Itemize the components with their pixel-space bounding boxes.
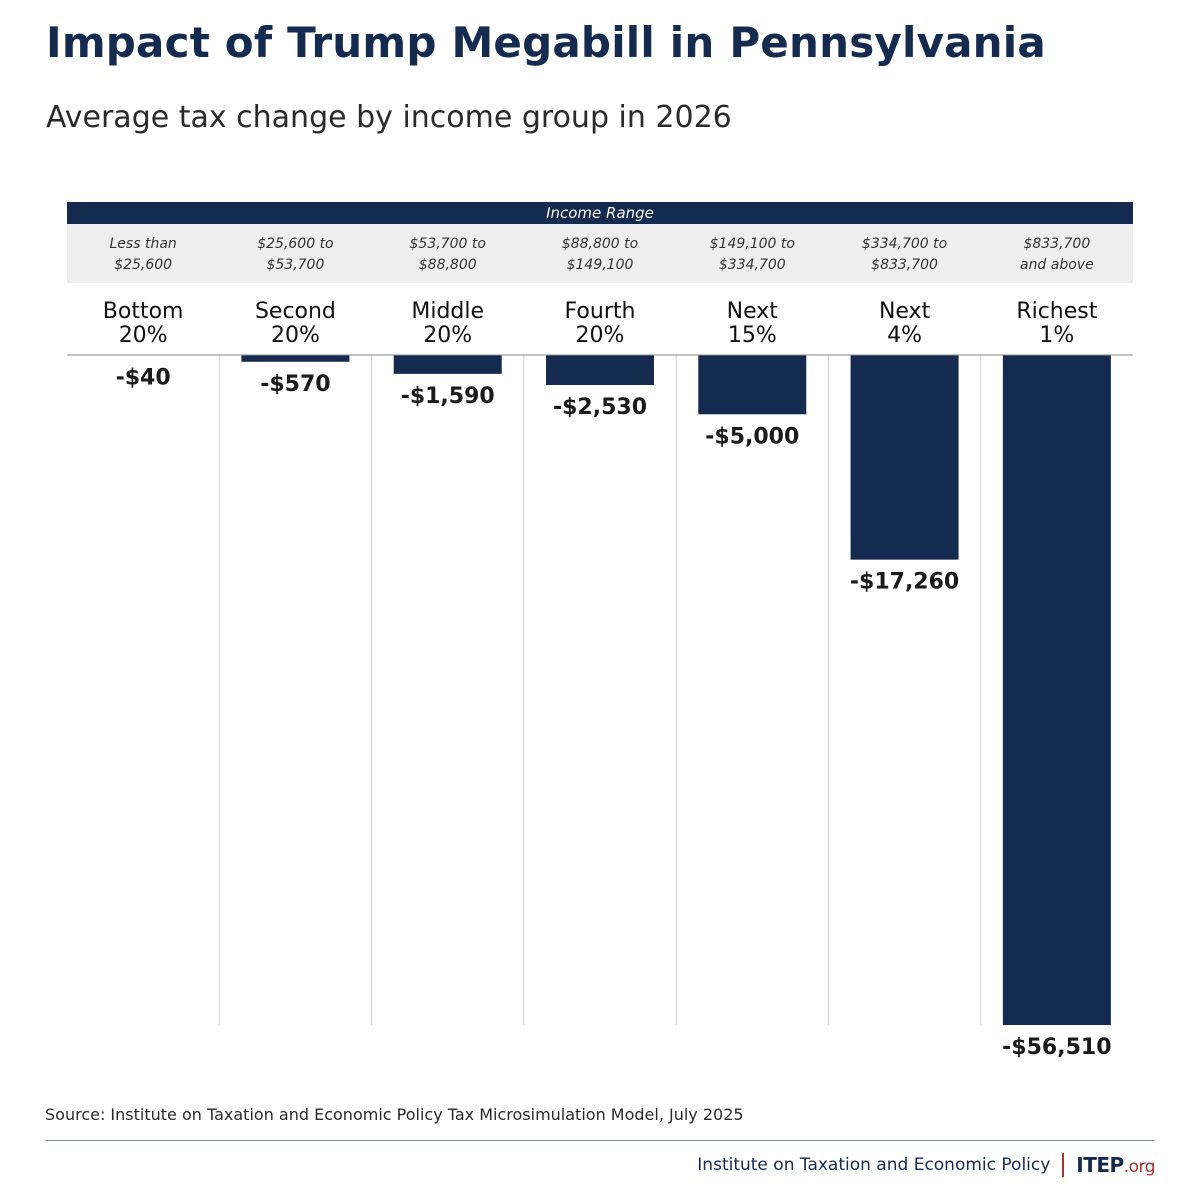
group-label: Bottom [103, 299, 184, 324]
group-label: 20% [271, 323, 320, 348]
income-range-label: Less than [110, 236, 177, 252]
chart-subtitle: Average tax change by income group in 20… [46, 100, 732, 135]
footer-org-name: Institute on Taxation and Economic Polic… [697, 1155, 1051, 1175]
group-label: 15% [728, 323, 777, 348]
itep-logo-main: ITEP [1076, 1153, 1124, 1177]
footer-divider [45, 1140, 1155, 1141]
income-range-label: $88,800 to [562, 236, 638, 252]
income-range-label: $53,700 to [410, 236, 486, 252]
bar[interactable] [1002, 355, 1111, 1025]
group-label: Next [879, 299, 931, 324]
income-range-header: Income Range [67, 202, 1133, 224]
group-label: Second [255, 299, 336, 324]
income-range-label: $334,700 [719, 257, 786, 273]
source-note: Source: Institute on Taxation and Econom… [45, 1105, 744, 1124]
income-range-label: $833,700 [871, 257, 938, 273]
footer: Institute on Taxation and Economic Polic… [697, 1153, 1156, 1177]
income-range-label: $25,600 to [257, 236, 333, 252]
group-label: Richest [1016, 299, 1097, 324]
income-range-label: $833,700 [1023, 236, 1090, 252]
bar[interactable] [393, 355, 502, 374]
bar[interactable] [698, 355, 807, 415]
bar[interactable] [850, 355, 959, 560]
income-range-label: $25,600 [114, 257, 172, 273]
value-label: -$40 [116, 365, 171, 390]
group-label: 4% [887, 323, 922, 348]
itep-logo-tld: .org [1123, 1157, 1156, 1177]
value-label: -$17,260 [850, 570, 959, 595]
value-label: -$5,000 [705, 424, 799, 449]
bar[interactable] [546, 355, 654, 385]
income-range-label: $53,700 [266, 257, 324, 273]
group-label: Middle [411, 299, 484, 324]
income-range-label: $149,100 to [710, 236, 795, 252]
income-range-label: $88,800 [419, 257, 477, 273]
itep-logo[interactable]: ITEP.org [1076, 1153, 1155, 1177]
income-range-label: and above [1020, 257, 1094, 273]
group-label: 1% [1039, 323, 1074, 348]
income-range-label: $149,100 [567, 257, 634, 273]
group-label: Next [727, 299, 779, 324]
group-label: 20% [576, 323, 625, 348]
value-label: -$2,530 [553, 395, 647, 420]
income-range-label: $334,700 to [862, 236, 947, 252]
value-label: -$570 [260, 372, 330, 397]
footer-separator [1062, 1153, 1065, 1177]
value-label: -$56,510 [1002, 1035, 1111, 1060]
value-label: -$1,590 [401, 384, 495, 409]
income-range-band [67, 224, 1133, 283]
bar[interactable] [241, 355, 350, 362]
group-label: 20% [119, 323, 168, 348]
group-label: Fourth [565, 299, 636, 324]
group-label: 20% [423, 323, 472, 348]
chart-title: Impact of Trump Megabill in Pennsylvania [46, 18, 1046, 67]
